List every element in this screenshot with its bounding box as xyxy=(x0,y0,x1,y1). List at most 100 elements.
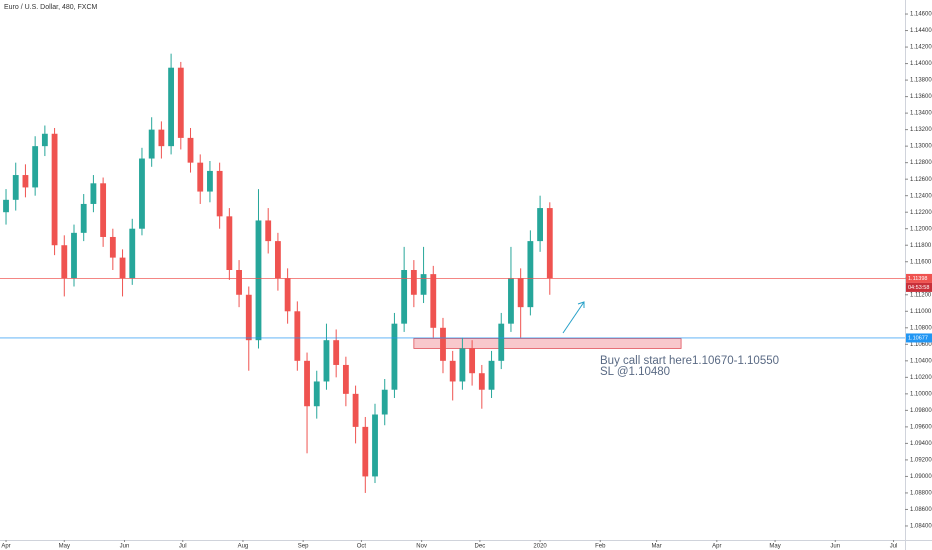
candle-body xyxy=(168,67,175,147)
candle-body xyxy=(410,270,417,295)
candle-body xyxy=(469,348,476,374)
y-tick-label: 1.12200 xyxy=(910,210,932,216)
candle-body xyxy=(71,232,77,279)
x-tick-label: Jul xyxy=(890,544,898,550)
y-tick-label: 1.13800 xyxy=(910,78,932,84)
x-tick-label: May xyxy=(769,544,780,550)
candle-body xyxy=(333,340,340,365)
candle-body xyxy=(3,199,9,213)
candle-body xyxy=(478,373,485,390)
candle-body xyxy=(274,241,281,279)
x-tick-label: Dec xyxy=(475,544,486,550)
candle-body xyxy=(440,327,446,361)
candle-body xyxy=(362,426,369,477)
candle-body xyxy=(508,278,514,324)
candle-body xyxy=(430,274,437,328)
candle-body xyxy=(498,323,505,361)
candle-body xyxy=(12,175,19,200)
x-tick-label: Mar xyxy=(651,544,661,550)
x-tick-label: Nov xyxy=(416,544,427,550)
candle-body xyxy=(61,245,68,279)
annotation: Buy call start here1.10670-1.10550 xyxy=(600,355,779,367)
candle-body xyxy=(216,170,223,217)
y-tick-label: 1.12000 xyxy=(910,226,932,232)
candle-body xyxy=(22,175,29,188)
y-tick-label: 1.13200 xyxy=(910,127,932,133)
candle-body xyxy=(517,278,524,308)
price-label: 1.11398 xyxy=(908,276,927,282)
candle-body xyxy=(90,183,97,204)
candle-body xyxy=(109,236,116,258)
arrow xyxy=(562,301,585,334)
y-tick-label: 1.13000 xyxy=(910,144,932,150)
candle-body xyxy=(197,162,204,192)
y-tick-label: 1.10600 xyxy=(910,342,932,348)
candle-body xyxy=(449,360,456,382)
price-label: 1.10677 xyxy=(908,335,928,341)
y-tick-label: 1.09200 xyxy=(910,457,932,463)
candle-body xyxy=(41,133,48,147)
candle-body xyxy=(119,257,126,279)
y-tick-label: 1.10800 xyxy=(910,325,932,331)
candle-body xyxy=(537,208,543,242)
y-tick-label: 1.09400 xyxy=(910,441,932,447)
candle-body xyxy=(226,216,233,270)
y-tick-label: 1.11200 xyxy=(910,292,932,298)
annotation: SL @1.10480 xyxy=(600,366,670,378)
x-tick-label: 2020 xyxy=(533,544,547,550)
y-tick-label: 1.11600 xyxy=(910,259,932,265)
y-tick-label: 1.10200 xyxy=(910,375,932,381)
price-label-box xyxy=(906,333,932,343)
candle-body xyxy=(401,270,408,324)
y-tick-label: 1.09600 xyxy=(910,424,932,430)
y-tick-label: 1.08400 xyxy=(910,524,932,530)
candle-body xyxy=(294,311,301,361)
candle-body xyxy=(420,274,427,295)
y-tick-label: 1.09800 xyxy=(910,408,932,414)
chart-title: Euro / U.S. Dollar, 480, FXCM xyxy=(4,4,98,11)
y-tick-label: 1.10400 xyxy=(910,358,932,364)
candle-body xyxy=(284,278,291,312)
candle-body xyxy=(304,360,310,407)
x-tick-label: Apr xyxy=(1,544,10,550)
y-tick-label: 1.14000 xyxy=(910,61,932,67)
candle-body xyxy=(342,364,349,394)
candle-body xyxy=(372,414,378,477)
candle-body xyxy=(459,348,466,382)
y-tick-label: 1.11800 xyxy=(910,243,932,249)
y-tick-label: 1.12800 xyxy=(910,160,932,166)
x-tick-label: Jul xyxy=(179,544,187,550)
y-tick-label: 1.08800 xyxy=(910,491,932,497)
candle-body xyxy=(245,294,252,341)
y-tick-label: 1.09000 xyxy=(910,474,932,480)
candle-body xyxy=(187,137,194,163)
y-tick-label: 1.12600 xyxy=(910,177,932,183)
y-tick-label: 1.14600 xyxy=(910,12,932,18)
candle-body xyxy=(139,158,145,229)
x-tick-label: May xyxy=(59,544,70,550)
candle-body xyxy=(207,170,213,192)
y-tick-label: 1.13400 xyxy=(910,111,932,117)
candle-body xyxy=(148,129,155,159)
y-tick-label: 1.14200 xyxy=(910,45,932,51)
y-tick-label: 1.08600 xyxy=(910,507,932,513)
candle-body xyxy=(51,133,58,246)
x-tick-label: Feb xyxy=(595,544,606,550)
candle-body xyxy=(527,241,534,308)
price-label-box xyxy=(906,273,932,283)
countdown-box xyxy=(906,282,932,292)
candle-body xyxy=(177,67,184,138)
entry-zone xyxy=(413,338,682,349)
candle-body xyxy=(32,146,39,188)
x-tick-label: Aug xyxy=(238,544,249,550)
candle-body xyxy=(236,270,242,295)
x-tick-label: Apr xyxy=(712,544,721,550)
candle-body xyxy=(323,340,330,382)
candle-body xyxy=(352,393,359,427)
candle-body xyxy=(80,203,87,233)
candle-body xyxy=(381,389,388,415)
arrow-head xyxy=(577,301,585,308)
